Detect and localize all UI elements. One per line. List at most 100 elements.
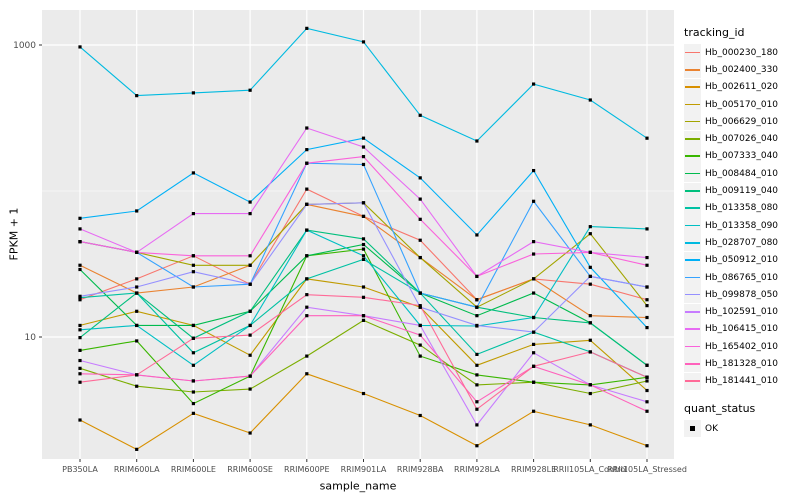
data-point <box>135 384 139 388</box>
data-point <box>135 447 139 451</box>
data-point <box>418 176 422 180</box>
legend-key-swatch <box>684 269 701 286</box>
legend-key-swatch <box>684 234 701 252</box>
data-point <box>305 372 309 376</box>
data-point <box>645 375 649 379</box>
legend: tracking_id Hb_000230_180 Hb_002400_330 Hb… <box>684 26 778 438</box>
x-tick-label: RRIM600SE <box>227 465 273 474</box>
data-point <box>475 352 479 357</box>
legend-key-swatch <box>684 303 701 321</box>
data-point <box>418 217 422 221</box>
data-point <box>361 254 366 258</box>
data-point <box>135 339 139 343</box>
data-point <box>532 291 536 295</box>
data-point <box>248 431 252 435</box>
data-point <box>475 314 479 318</box>
legend-item-label: Hb_099878_050 <box>705 289 779 300</box>
data-point <box>78 372 82 376</box>
data-point <box>191 285 195 289</box>
data-point <box>191 379 195 383</box>
data-point <box>361 201 366 205</box>
legend-items: Hb_000230_180 Hb_002400_330 Hb_002611_020 H… <box>684 44 778 390</box>
legend-item-Hb_008484_010: Hb_008484_010 <box>684 165 778 183</box>
data-point <box>418 354 422 358</box>
legend-quant-status: quant_status OK <box>684 401 778 438</box>
data-point <box>645 304 649 308</box>
data-point <box>135 309 139 313</box>
legend-key-swatch <box>684 44 701 62</box>
data-point <box>78 323 82 328</box>
data-point <box>645 444 649 448</box>
legend-key-swatch <box>684 320 701 338</box>
x-tick-label: RRII105LA_Control <box>553 465 627 474</box>
legend-item-Hb_009119_040: Hb_009119_040 <box>684 182 778 200</box>
data-point <box>78 366 82 370</box>
data-point <box>588 338 592 342</box>
data-point <box>191 411 195 415</box>
data-point <box>191 401 195 406</box>
data-point <box>248 88 252 92</box>
data-point <box>588 282 592 286</box>
data-point <box>191 363 195 367</box>
data-point <box>305 161 309 165</box>
legend-item-Hb_005170_010: Hb_005170_010 <box>684 96 778 114</box>
data-point <box>532 330 536 334</box>
data-point <box>191 390 195 394</box>
data-point <box>78 348 82 352</box>
data-point <box>418 291 422 295</box>
legend-item-label: Hb_013358_090 <box>705 220 779 231</box>
data-point <box>248 212 252 216</box>
data-point <box>248 374 252 378</box>
data-point <box>191 270 195 274</box>
legend-key-swatch <box>684 217 701 235</box>
legend-item-label: Hb_013358_080 <box>705 203 779 214</box>
data-point <box>418 197 422 201</box>
legend-item-Hb_007026_040: Hb_007026_040 <box>684 130 779 148</box>
data-point <box>418 304 422 308</box>
data-point <box>361 247 366 251</box>
legend-item-Hb_002611_020: Hb_002611_020 <box>684 78 778 96</box>
ok-point-icon <box>684 420 701 438</box>
data-point <box>361 237 366 241</box>
data-point <box>78 216 82 220</box>
legend-item-Hb_099878_050: Hb_099878_050 <box>684 286 779 304</box>
data-point <box>135 250 139 254</box>
data-point <box>645 285 649 289</box>
legend-item-label: Hb_106415_010 <box>705 324 779 335</box>
legend-item-Hb_028707_080: Hb_028707_080 <box>684 234 778 252</box>
y-axis-title: FPKM + 1 <box>7 207 21 261</box>
legend-item-label: Hb_006629_010 <box>705 116 779 127</box>
data-point <box>135 323 139 328</box>
data-point <box>532 315 536 320</box>
legend-key-swatch <box>684 78 701 96</box>
legend-key-swatch <box>684 355 701 373</box>
data-point <box>588 232 592 236</box>
data-point <box>361 242 366 247</box>
legend-key-swatch <box>684 199 701 217</box>
data-point <box>305 293 309 297</box>
data-point <box>532 168 536 173</box>
legend-item-Hb_013358_080: Hb_013358_080 <box>684 199 779 217</box>
data-point <box>588 225 592 229</box>
legend-item-Hb_000230_180: Hb_000230_180 <box>684 44 778 62</box>
data-point <box>645 409 649 413</box>
legend-item-Hb_102591_010: Hb_102591_010 <box>684 303 778 321</box>
data-point <box>248 333 252 337</box>
legend-item-label: Hb_181441_010 <box>705 376 779 387</box>
legend-item-Hb_013358_090: Hb_013358_090 <box>684 217 779 235</box>
legend-item-Hb_181328_010: Hb_181328_010 <box>684 355 778 373</box>
legend-item-label: Hb_007026_040 <box>705 134 779 145</box>
data-point <box>305 354 309 358</box>
data-point <box>532 380 536 384</box>
data-point <box>248 263 252 267</box>
legend-key-swatch <box>684 147 701 165</box>
legend-title-quant-status: quant_status <box>684 401 756 415</box>
data-point <box>191 263 195 267</box>
data-point <box>475 383 479 387</box>
data-point <box>532 199 536 203</box>
data-point <box>248 282 252 286</box>
data-point <box>135 285 139 289</box>
data-point <box>588 383 592 387</box>
legend-item-label: Hb_007333_040 <box>705 151 779 162</box>
